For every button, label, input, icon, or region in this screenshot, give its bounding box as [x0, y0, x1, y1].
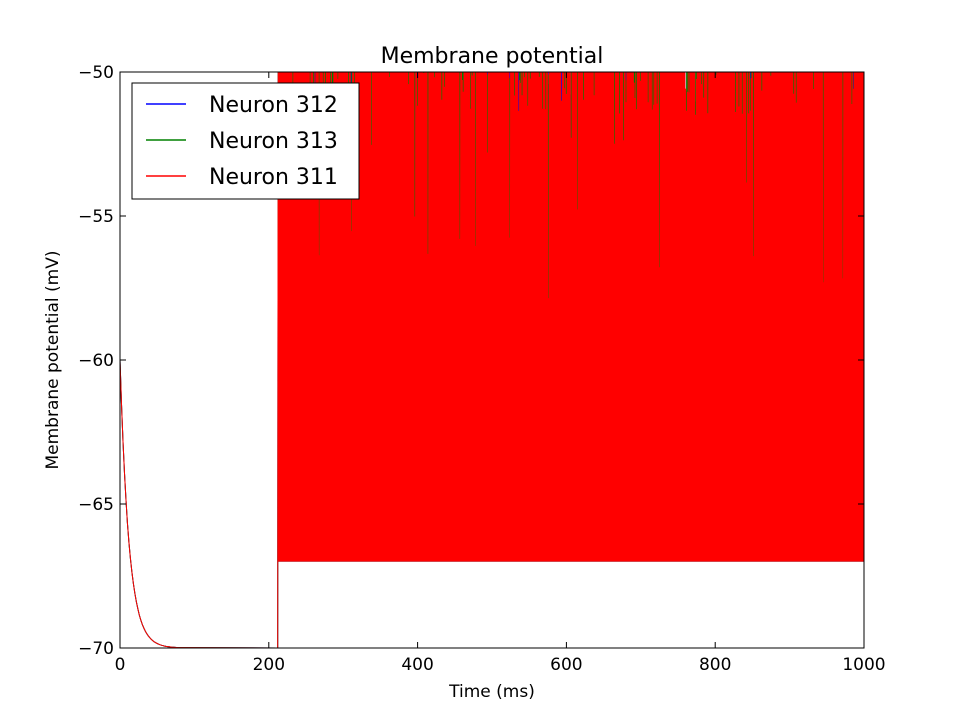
y-tick-label: −50: [78, 63, 114, 83]
x-axis: 0 200 400 600 800 1000: [115, 72, 886, 675]
x-tick-label: 0: [115, 655, 126, 675]
series-line-neuron-311: [120, 72, 864, 648]
x-tick-label: 400: [401, 655, 433, 675]
x-tick-label: 800: [699, 655, 731, 675]
chart-title: Membrane potential: [381, 44, 604, 69]
x-tick-label: 600: [550, 655, 582, 675]
legend-label-neuron-311: Neuron 311: [209, 165, 338, 190]
x-axis-label: Time (ms): [448, 682, 535, 702]
y-tick-label: −70: [78, 639, 114, 659]
y-axis-label: Membrane potential (mV): [43, 251, 63, 470]
legend-label-neuron-312: Neuron 312: [209, 93, 338, 118]
y-tick-label: −65: [78, 495, 114, 515]
y-tick-label: −55: [78, 207, 114, 227]
x-tick-label: 1000: [842, 655, 885, 675]
series-layer: [120, 72, 864, 648]
y-tick-label: −60: [78, 351, 114, 371]
legend: Neuron 312 Neuron 313 Neuron 311: [131, 82, 360, 200]
legend-box: [131, 82, 360, 200]
legend-label-neuron-313: Neuron 313: [209, 129, 338, 154]
x-tick-label: 200: [253, 655, 285, 675]
y-axis: −70 −65 −60 −55 −50: [78, 63, 864, 659]
